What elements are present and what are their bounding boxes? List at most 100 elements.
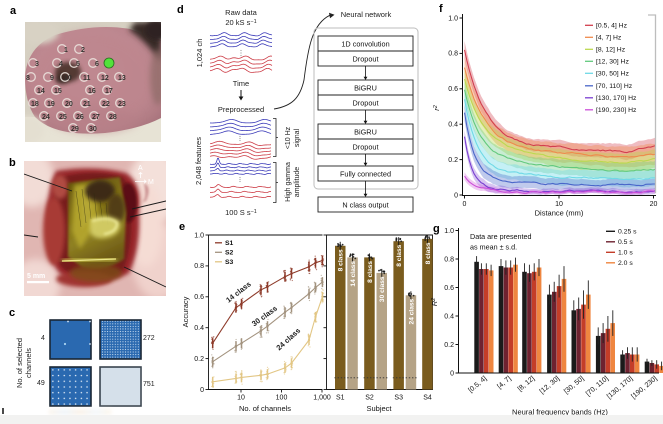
svg-text:0.5 s: 0.5 s: [618, 239, 633, 246]
svg-text:0: 0: [200, 387, 204, 394]
svg-text:12: 12: [101, 75, 109, 82]
svg-text:M: M: [148, 179, 154, 186]
svg-text:A: A: [138, 165, 143, 172]
svg-text:26: 26: [76, 114, 84, 121]
svg-text:11: 11: [83, 75, 91, 82]
svg-text:30: 30: [89, 126, 97, 133]
svg-text:No. of channels: No. of channels: [239, 404, 291, 413]
svg-text:2,048 features: 2,048 features: [194, 137, 203, 185]
svg-text:[190, 230] Hz: [190, 230] Hz: [596, 107, 637, 114]
svg-text:8 class: 8 class: [425, 242, 432, 264]
svg-text:18: 18: [31, 101, 39, 108]
svg-text:14 class: 14 class: [350, 261, 357, 287]
svg-text:25: 25: [59, 114, 67, 121]
svg-text:Dropout: Dropout: [353, 55, 379, 64]
svg-text:Dropout: Dropout: [353, 143, 379, 152]
svg-text:Accuracy: Accuracy: [181, 296, 190, 327]
svg-text:0.4: 0.4: [448, 122, 458, 129]
svg-text:S3: S3: [394, 395, 403, 402]
svg-text:S3: S3: [225, 259, 234, 266]
svg-text:22: 22: [102, 101, 110, 108]
svg-text:100 S s−1: 100 S s−1: [225, 208, 257, 217]
svg-text:1.0: 1.0: [444, 228, 454, 235]
svg-text:S1: S1: [336, 395, 345, 402]
svg-text:0.25 s: 0.25 s: [618, 229, 637, 236]
svg-text:[130, 170] Hz: [130, 170] Hz: [596, 95, 637, 102]
svg-text:Preprocessed: Preprocessed: [218, 105, 264, 114]
svg-text:27: 27: [92, 114, 100, 121]
svg-text:30 class: 30 class: [250, 304, 279, 328]
svg-text:20: 20: [65, 101, 73, 108]
svg-text:751: 751: [143, 381, 155, 388]
svg-text:10: 10: [237, 395, 245, 402]
svg-text:BiGRU: BiGRU: [354, 128, 377, 137]
svg-text:0: 0: [454, 192, 458, 199]
svg-text:Raw data: Raw data: [225, 8, 258, 17]
svg-text:<10 Hz: <10 Hz: [285, 126, 292, 149]
svg-text:[30, 50] Hz: [30, 50] Hz: [596, 71, 629, 78]
svg-text:20: 20: [650, 201, 658, 208]
svg-text:[8, 12] Hz: [8, 12] Hz: [596, 47, 626, 54]
svg-text:S1: S1: [225, 240, 234, 247]
svg-text:4: 4: [41, 335, 45, 342]
svg-text:[8, 12]: [8, 12]: [517, 375, 536, 393]
svg-text:15: 15: [54, 88, 62, 95]
svg-text:1,000: 1,000: [313, 395, 331, 402]
svg-text:Neural network: Neural network: [341, 10, 392, 19]
svg-text:0: 0: [463, 201, 467, 208]
svg-text:14: 14: [37, 88, 45, 95]
svg-text:Subject: Subject: [366, 404, 392, 413]
svg-text:9: 9: [50, 75, 54, 82]
svg-text:[70, 110] Hz: [70, 110] Hz: [596, 83, 633, 90]
svg-text:1.0: 1.0: [448, 15, 458, 22]
svg-text:3: 3: [35, 61, 39, 68]
svg-text:0.4: 0.4: [194, 325, 204, 332]
svg-text:2.0 s: 2.0 s: [618, 260, 633, 267]
svg-text:24 class: 24 class: [408, 298, 415, 324]
svg-text:2: 2: [81, 47, 85, 54]
svg-text:0.4: 0.4: [444, 313, 454, 320]
svg-text:[30, 50]: [30, 50]: [563, 375, 585, 395]
svg-text:N class output: N class output: [342, 201, 388, 210]
svg-text:8: 8: [26, 75, 30, 82]
svg-text:0.2: 0.2: [194, 356, 204, 363]
svg-text:0.8: 0.8: [444, 256, 454, 263]
svg-text:signal: signal: [294, 128, 301, 147]
svg-text:0.6: 0.6: [444, 285, 454, 292]
svg-text:[4, 7] Hz: [4, 7] Hz: [596, 35, 622, 42]
svg-text:Data are presented: Data are presented: [470, 232, 532, 241]
svg-text:as mean ± s.d.: as mean ± s.d.: [470, 243, 517, 252]
svg-text:0.2: 0.2: [444, 342, 454, 349]
svg-text:r2: r2: [432, 105, 441, 111]
svg-text:channels: channels: [24, 348, 33, 378]
svg-text:21: 21: [83, 101, 91, 108]
svg-text:S2: S2: [365, 395, 374, 402]
svg-text:Time: Time: [233, 79, 249, 88]
svg-text:8 class: 8 class: [338, 249, 345, 271]
svg-text:4: 4: [59, 61, 63, 68]
svg-text:Dropout: Dropout: [353, 99, 379, 108]
svg-text:Neural frequency bands (Hz): Neural frequency bands (Hz): [512, 408, 608, 417]
svg-text:30 class: 30 class: [379, 276, 386, 302]
svg-text:20 kS s−1: 20 kS s−1: [225, 18, 256, 27]
svg-text:[12, 30]: [12, 30]: [539, 375, 561, 395]
svg-text:1: 1: [64, 47, 68, 54]
svg-text:23: 23: [118, 101, 126, 108]
svg-text:10: 10: [64, 75, 72, 82]
svg-text:100: 100: [276, 395, 288, 402]
svg-text:[190, 230]: [190, 230]: [630, 375, 658, 400]
svg-text:16: 16: [88, 88, 96, 95]
svg-text:Distance (mm): Distance (mm): [535, 209, 584, 218]
svg-text:R2: R2: [430, 298, 439, 306]
svg-text:BiGRU: BiGRU: [354, 84, 377, 93]
svg-text:High gamma: High gamma: [285, 162, 292, 202]
svg-text:1,024 ch: 1,024 ch: [195, 39, 204, 68]
svg-text:[12, 30] Hz: [12, 30] Hz: [596, 59, 629, 66]
svg-text:10: 10: [555, 201, 563, 208]
svg-text:S4: S4: [423, 395, 432, 402]
svg-text:272: 272: [143, 335, 155, 342]
svg-text:5 mm: 5 mm: [27, 273, 45, 280]
svg-text:0.6: 0.6: [194, 294, 204, 301]
svg-text:6: 6: [95, 61, 99, 68]
svg-text:0.8: 0.8: [448, 51, 458, 58]
